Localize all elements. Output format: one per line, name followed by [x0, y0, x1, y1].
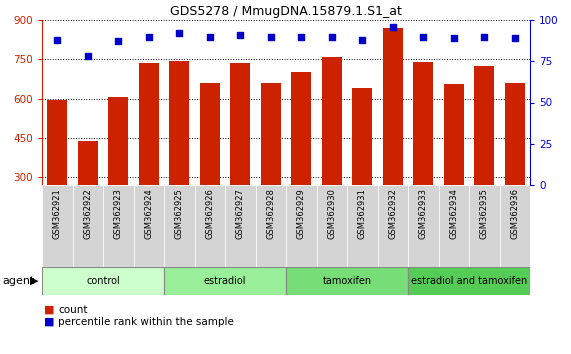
Bar: [286, 185, 316, 267]
Point: [357, 37, 367, 42]
Text: estradiol: estradiol: [204, 276, 246, 286]
Bar: [42, 185, 73, 267]
Bar: [316, 185, 347, 267]
Point: [205, 34, 214, 39]
Bar: [291, 72, 311, 185]
Bar: [255, 185, 286, 267]
Text: count: count: [58, 305, 88, 315]
Text: GSM362929: GSM362929: [297, 188, 305, 239]
Point: [266, 34, 275, 39]
Point: [297, 34, 306, 39]
Bar: [200, 83, 220, 185]
Bar: [500, 185, 530, 267]
Text: ■: ■: [44, 305, 54, 315]
Bar: [103, 185, 134, 267]
Bar: [286, 267, 408, 295]
Point: [83, 53, 93, 59]
Bar: [444, 84, 464, 185]
Point: [327, 34, 336, 39]
Bar: [78, 141, 98, 185]
Text: tamoxifen: tamoxifen: [323, 276, 372, 286]
Text: GSM362924: GSM362924: [144, 188, 153, 239]
Bar: [413, 62, 433, 185]
Bar: [347, 185, 377, 267]
Bar: [108, 97, 128, 185]
Bar: [469, 185, 500, 267]
Bar: [352, 88, 372, 185]
Bar: [383, 28, 403, 185]
Text: GSM362925: GSM362925: [175, 188, 184, 239]
Bar: [134, 185, 164, 267]
Point: [480, 34, 489, 39]
Text: GSM362931: GSM362931: [358, 188, 367, 239]
Text: ■: ■: [44, 317, 54, 327]
Point: [175, 30, 184, 36]
Bar: [164, 185, 195, 267]
Point: [114, 39, 123, 44]
Point: [144, 34, 154, 39]
Text: GSM362935: GSM362935: [480, 188, 489, 239]
Bar: [505, 83, 525, 185]
Bar: [408, 267, 530, 295]
Bar: [377, 185, 408, 267]
Bar: [408, 185, 439, 267]
Point: [236, 32, 245, 38]
Text: GSM362928: GSM362928: [266, 188, 275, 239]
Text: GSM362922: GSM362922: [83, 188, 93, 239]
Point: [53, 37, 62, 42]
Text: GSM362923: GSM362923: [114, 188, 123, 239]
Bar: [322, 57, 341, 185]
Text: GSM362936: GSM362936: [510, 188, 519, 239]
Bar: [47, 100, 67, 185]
Bar: [42, 267, 164, 295]
Text: estradiol and tamoxifen: estradiol and tamoxifen: [411, 276, 527, 286]
Bar: [164, 267, 286, 295]
Text: GSM362932: GSM362932: [388, 188, 397, 239]
Bar: [73, 185, 103, 267]
Bar: [139, 63, 159, 185]
Text: agent: agent: [2, 276, 34, 286]
Point: [449, 35, 459, 41]
Bar: [230, 63, 250, 185]
Text: ▶: ▶: [30, 276, 38, 286]
Bar: [195, 185, 225, 267]
Bar: [170, 61, 189, 185]
Point: [510, 35, 519, 41]
Bar: [261, 83, 281, 185]
Text: percentile rank within the sample: percentile rank within the sample: [58, 317, 234, 327]
Bar: [225, 185, 255, 267]
Text: GSM362933: GSM362933: [419, 188, 428, 239]
Text: GSM362927: GSM362927: [236, 188, 245, 239]
Text: GSM362926: GSM362926: [205, 188, 214, 239]
Point: [419, 34, 428, 39]
Bar: [475, 66, 494, 185]
Point: [388, 24, 397, 29]
Text: GSM362930: GSM362930: [327, 188, 336, 239]
Text: GSM362921: GSM362921: [53, 188, 62, 239]
Text: control: control: [86, 276, 120, 286]
Bar: [439, 185, 469, 267]
Text: GSM362934: GSM362934: [449, 188, 459, 239]
Text: GDS5278 / MmugDNA.15879.1.S1_at: GDS5278 / MmugDNA.15879.1.S1_at: [170, 5, 402, 18]
